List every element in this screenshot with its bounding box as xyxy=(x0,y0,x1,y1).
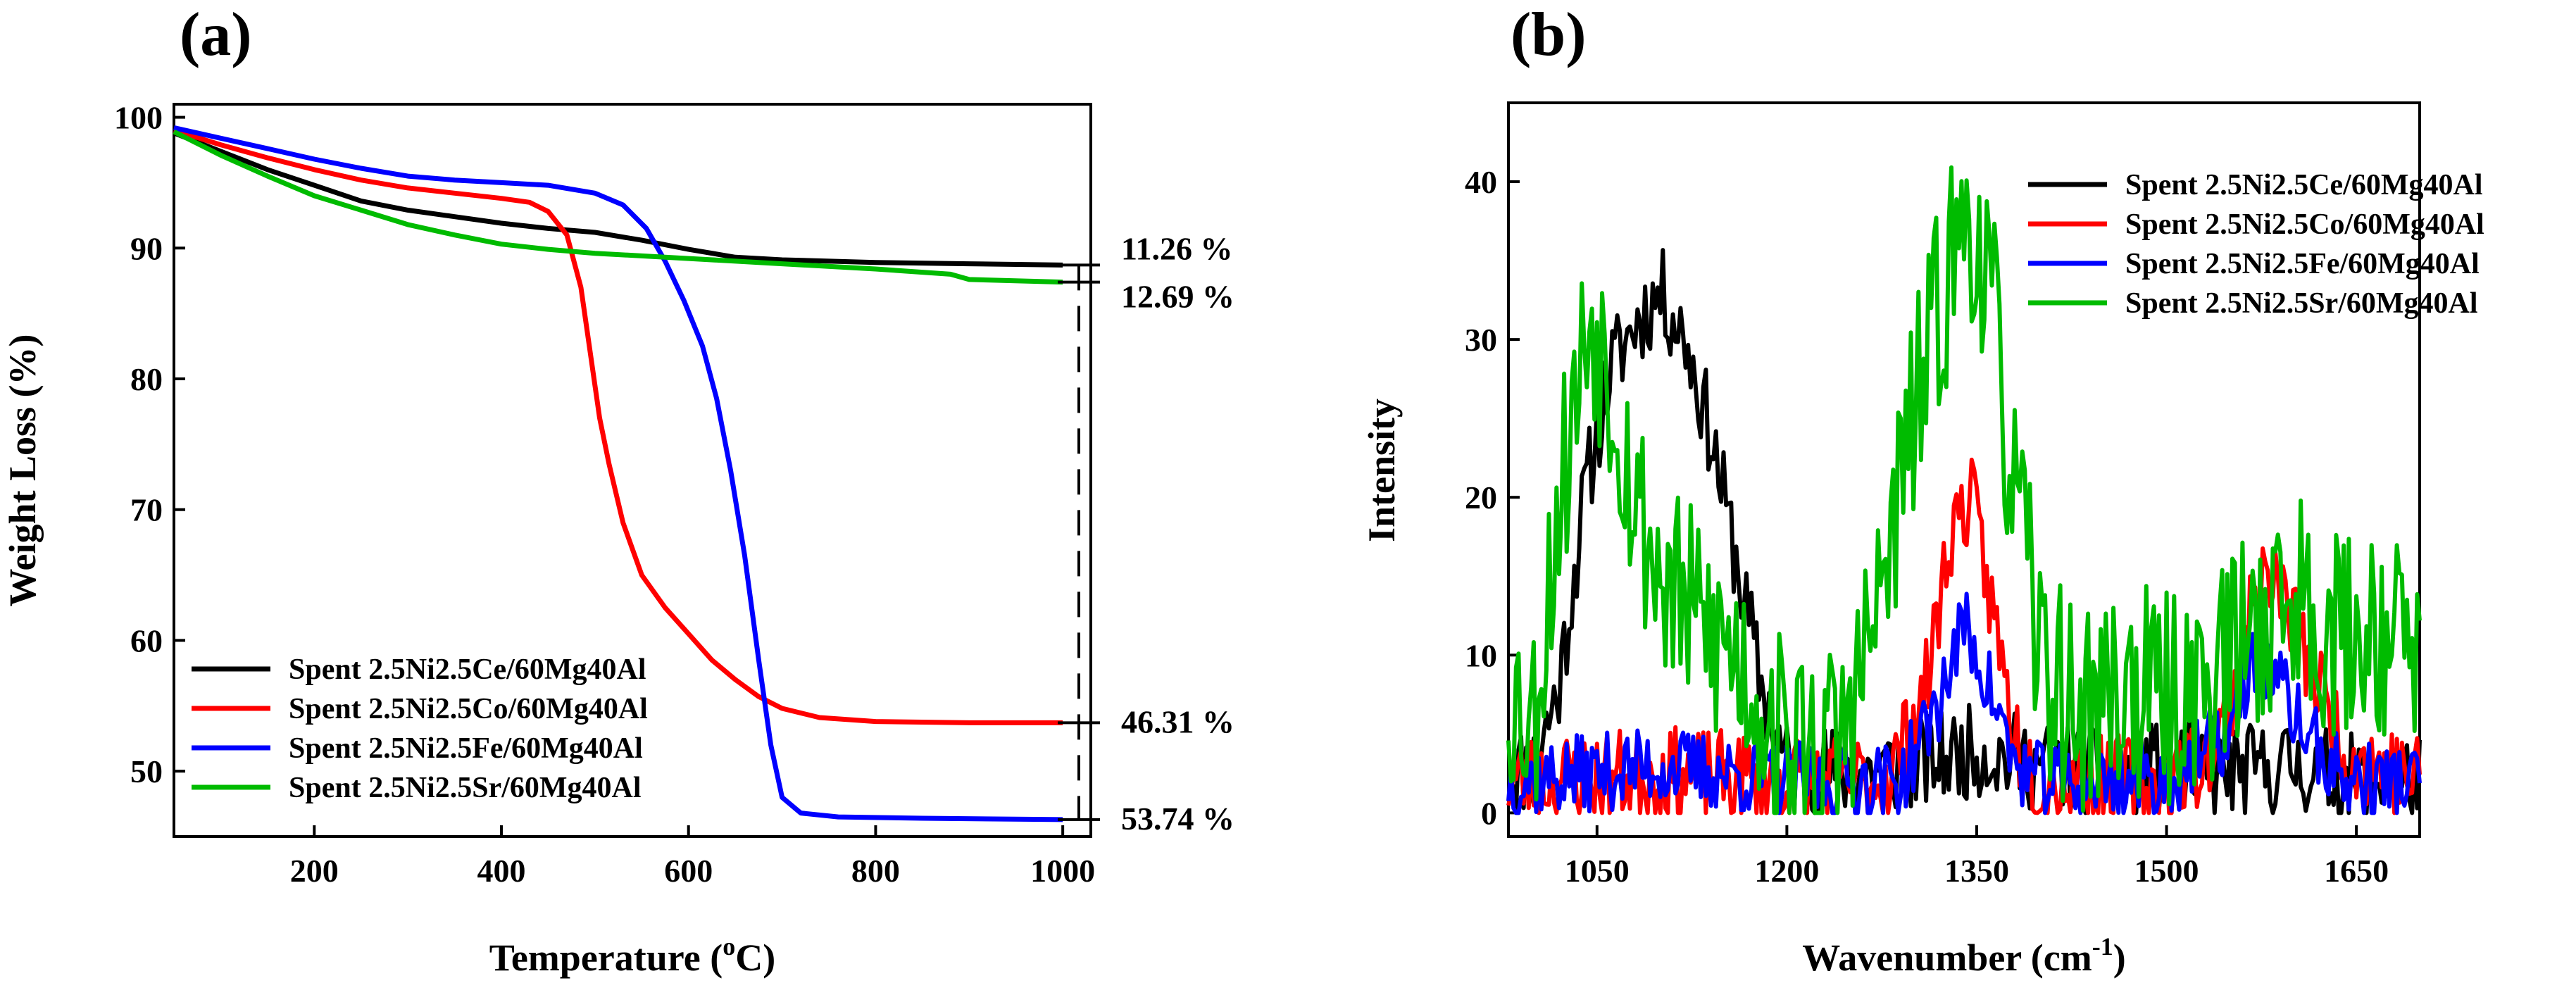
panel-a-annotations: 11.26 % 12.69 % 46.31 % 53.74 % xyxy=(1058,230,1234,837)
y-tick-label: 10 xyxy=(1465,637,1497,673)
legend-entry-spent-2-5ni2-5ce-60mg40al: Spent 2.5Ni2.5Ce/60Mg40Al xyxy=(2125,169,2483,201)
panel-a-legend: Spent 2.5Ni2.5Ce/60Mg40Al Spent 2.5Ni2.5C… xyxy=(192,653,648,804)
x-tick-label: 1050 xyxy=(1565,853,1630,889)
series-line-spent-2-5ni2-5co-60mg40al xyxy=(1506,457,2422,815)
panel-a-label: (a) xyxy=(180,1,252,69)
panel-b-series xyxy=(1506,165,2422,815)
panel-b: (b) 1050 1200 1350 1500 1650 0 10 20 30 40 Spent … xyxy=(1361,1,2484,979)
panel-b-ylabel: Intensity xyxy=(1361,399,1403,542)
y-tick-label: 30 xyxy=(1465,322,1497,358)
y-tick-label: 90 xyxy=(130,230,163,266)
panel-a-ticks: 200 400 600 800 1000 50 60 70 80 90 100 xyxy=(114,100,1095,889)
panel-b-label: (b) xyxy=(1511,1,1587,69)
series-line-spent-2-5ni2-5fe-60mg40al xyxy=(173,125,1063,822)
series-line-spent-2-5ni2-5ce-60mg40al xyxy=(173,130,1063,268)
x-tick-label: 1200 xyxy=(1754,853,1819,889)
annotation-label: 11.26 % xyxy=(1121,230,1232,266)
legend-entry-spent-2-5ni2-5ce-60mg40al: Spent 2.5Ni2.5Ce/60Mg40Al xyxy=(289,653,646,686)
x-tick-label: 800 xyxy=(851,853,900,889)
y-tick-label: 100 xyxy=(114,100,163,136)
annotation-label: 46.31 % xyxy=(1121,703,1234,739)
series-line-spent-2-5ni2-5sr-60mg40al xyxy=(1506,165,2422,815)
y-tick-label: 40 xyxy=(1465,164,1497,200)
x-tick-label: 400 xyxy=(477,853,526,889)
y-tick-label: 50 xyxy=(130,753,163,789)
panel-a: (a) 200 400 600 800 1000 50 60 70 80 90 100 11.26 … xyxy=(1,1,1234,979)
y-tick-label: 20 xyxy=(1465,480,1497,515)
panel-b-legend: Spent 2.5Ni2.5Ce/60Mg40Al Spent 2.5Ni2.5C… xyxy=(2028,169,2484,320)
series-line-spent-2-5ni2-5ce-60mg40al xyxy=(1506,248,2422,815)
legend-entry-spent-2-5ni2-5fe-60mg40al: Spent 2.5Ni2.5Fe/60Mg40Al xyxy=(289,732,643,765)
legend-entry-spent-2-5ni2-5sr-60mg40al: Spent 2.5Ni2.5Sr/60Mg40Al xyxy=(2125,287,2478,320)
x-tick-label: 600 xyxy=(664,853,713,889)
panel-a-series xyxy=(173,125,1063,822)
series-line-spent-2-5ni2-5co-60mg40al xyxy=(173,127,1063,725)
legend-entry-spent-2-5ni2-5sr-60mg40al: Spent 2.5Ni2.5Sr/60Mg40Al xyxy=(289,772,642,804)
panel-a-ylabel: Weight Loss (%) xyxy=(1,334,44,606)
x-tick-label: 200 xyxy=(290,853,339,889)
legend-entry-spent-2-5ni2-5co-60mg40al: Spent 2.5Ni2.5Co/60Mg40Al xyxy=(2125,208,2484,241)
panel-b-plot-frame xyxy=(1507,101,2421,838)
panel-b-xlabel: Wavenumber (cm-1) xyxy=(1802,932,2125,979)
y-tick-label: 80 xyxy=(130,361,163,397)
panel-a-xlabel: Temperature (oC) xyxy=(489,932,775,979)
series-line-spent-2-5ni2-5sr-60mg40al xyxy=(173,129,1063,285)
y-tick-label: 60 xyxy=(130,622,163,658)
x-tick-label: 1650 xyxy=(2324,853,2389,889)
panel-a-plot-frame xyxy=(173,103,1092,838)
y-tick-label: 0 xyxy=(1481,795,1497,831)
x-tick-label: 1000 xyxy=(1030,853,1095,889)
panel-b-ticks: 1050 1200 1350 1500 1650 0 10 20 30 40 xyxy=(1465,164,2389,889)
legend-entry-spent-2-5ni2-5co-60mg40al: Spent 2.5Ni2.5Co/60Mg40Al xyxy=(289,693,648,725)
annotation-label: 12.69 % xyxy=(1121,279,1234,315)
y-tick-label: 70 xyxy=(130,492,163,528)
annotation-label: 53.74 % xyxy=(1121,801,1234,837)
legend-entry-spent-2-5ni2-5fe-60mg40al: Spent 2.5Ni2.5Fe/60Mg40Al xyxy=(2125,248,2480,280)
x-tick-label: 1350 xyxy=(1944,853,2009,889)
x-tick-label: 1500 xyxy=(2134,853,2199,889)
